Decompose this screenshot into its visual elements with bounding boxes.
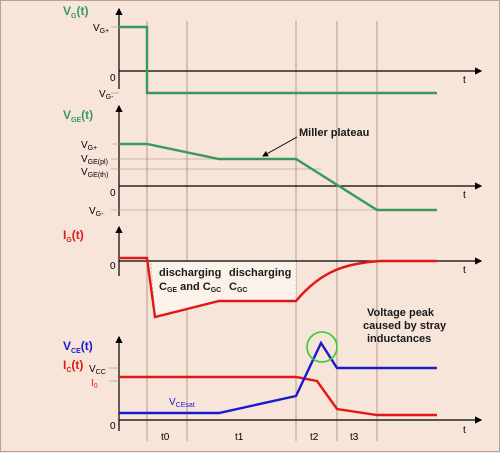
vg-t-label: t (463, 75, 466, 86)
vge-t-label: t (463, 190, 466, 201)
peak-note-line3: inductances (367, 333, 431, 345)
interval-labels: t0 t1 t2 t3 (161, 432, 359, 443)
vce-title: VCE(t) (63, 339, 93, 355)
vg-plus-label: VG+ (93, 23, 109, 35)
panel-vce: VCE(t) IC(t) VCC I0 VCEsat 0 t Voltage p… (63, 307, 483, 436)
discharge-cge-cgc-line2: CGE and CGC (159, 281, 221, 294)
vcc-label: VCC (89, 364, 106, 376)
ic-title: IC(t) (63, 358, 83, 374)
ig-waveform (119, 256, 437, 319)
miller-plateau-label: Miller plateau (299, 127, 369, 139)
vg-title: VG(t) (63, 4, 88, 20)
ic-waveform (119, 375, 437, 417)
vge-waveform (119, 142, 437, 212)
i0-label: I0 (91, 378, 98, 390)
vcesat-label: VCEsat (169, 397, 195, 409)
discharge-cgc-line2: CGC (229, 281, 247, 294)
vge-origin: 0 (110, 188, 116, 199)
voltage-peak-circle (306, 331, 338, 363)
interval-t3: t3 (350, 432, 359, 443)
vge-vg-minus-label: VG- (89, 206, 104, 218)
panel-ig: IG(t) 0 t discharging CGE and CGC discha… (63, 225, 483, 319)
interval-t2: t2 (310, 432, 319, 443)
discharge-cge-cgc-line1: discharging (159, 267, 221, 279)
vg-minus-label: VG- (99, 89, 114, 101)
vce-origin: 0 (110, 421, 116, 432)
ig-title: IG(t) (63, 228, 84, 244)
vge-title: VGE(t) (63, 108, 93, 124)
ig-origin: 0 (110, 261, 116, 272)
discharge-cgc-line1: discharging (229, 267, 291, 279)
peak-note-line2: caused by stray (363, 320, 447, 332)
vge-pl-label: VGE(pl) (81, 154, 108, 166)
peak-note-line1: Voltage peak (367, 307, 435, 319)
miller-arrow (262, 136, 298, 157)
vce-waveform (119, 340, 437, 415)
ig-t-label: t (463, 265, 466, 276)
vce-t-label: t (463, 425, 466, 436)
time-guides (146, 21, 378, 441)
interval-t0: t0 (161, 432, 170, 443)
vg-waveform (119, 25, 437, 95)
panel-vge: VGE(t) VG+ VGE(pl) VGE(th) VG- 0 t Mille… (63, 104, 483, 218)
vg-origin: 0 (110, 73, 116, 84)
panel-vg: VG(t) VG+ VG- 0 t (63, 4, 483, 101)
vge-vg-plus-label: VG+ (81, 140, 97, 152)
vge-th-label: VGE(th) (81, 167, 108, 179)
interval-t1: t1 (235, 432, 244, 443)
